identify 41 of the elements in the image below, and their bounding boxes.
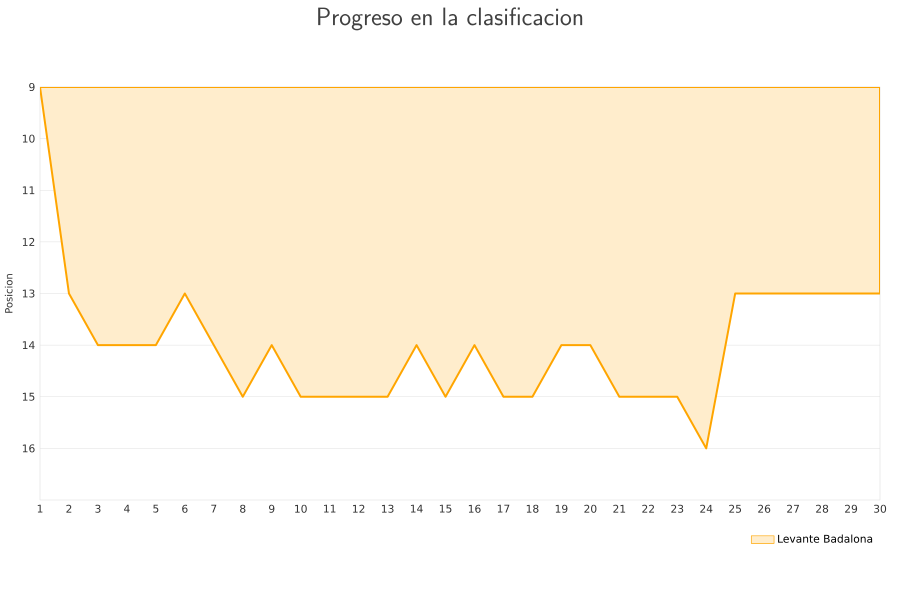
x-tick-label: 4 [124,504,130,512]
x-tick-label: 18 [526,504,538,513]
x-tick-label: 16 [468,504,481,513]
x-tick-label: 19 [556,504,568,513]
y-tick-label: 12 [22,238,34,246]
y-tick-label: 16 [22,444,35,452]
x-tick-label: 13 [382,504,394,513]
chart-title: Progreso en la clasificacion [318,7,582,30]
x-tick-label: 2 [66,504,72,513]
y-tick-label: 14 [22,341,35,350]
x-tick-label: 3 [95,504,100,513]
y-tick-label: 15 [22,392,34,401]
x-tick-label: 27 [787,504,799,513]
y-tick-label: 10 [22,134,35,143]
x-tick-label: 17 [498,504,510,512]
x-tick-label: 10 [295,504,307,513]
x-tick-label: 24 [700,504,712,513]
x-tick-label: 26 [758,504,770,513]
x-tick-label: 8 [240,504,246,513]
x-tick-label: 12 [353,504,364,513]
x-tick-label: 9 [269,504,274,513]
y-axis-title: Posicion [4,274,13,313]
x-tick-label: 20 [584,504,596,513]
y-tick-label: 9 [29,82,35,92]
legend-label: Levante Badalona [778,534,872,543]
x-tick-label: 29 [845,504,858,513]
x-tick-label: 6 [182,504,188,513]
x-tick-label: 28 [816,504,828,513]
y-tick-label: 13 [22,289,34,298]
x-tick-label: 22 [642,504,654,513]
y-tick-label: 11 [22,186,34,194]
x-tick-label: 25 [729,504,742,513]
x-tick-label: 23 [671,504,684,513]
x-tick-label: 21 [613,504,626,513]
x-tick-label: 11 [324,504,336,512]
x-tick-label: 7 [211,504,216,512]
x-tick-label: 5 [153,504,158,513]
x-tick-label: 14 [410,504,423,512]
x-tick-label: 30 [874,504,886,513]
x-tick-label: 15 [440,504,452,513]
x-tick-label: 1 [38,504,42,512]
